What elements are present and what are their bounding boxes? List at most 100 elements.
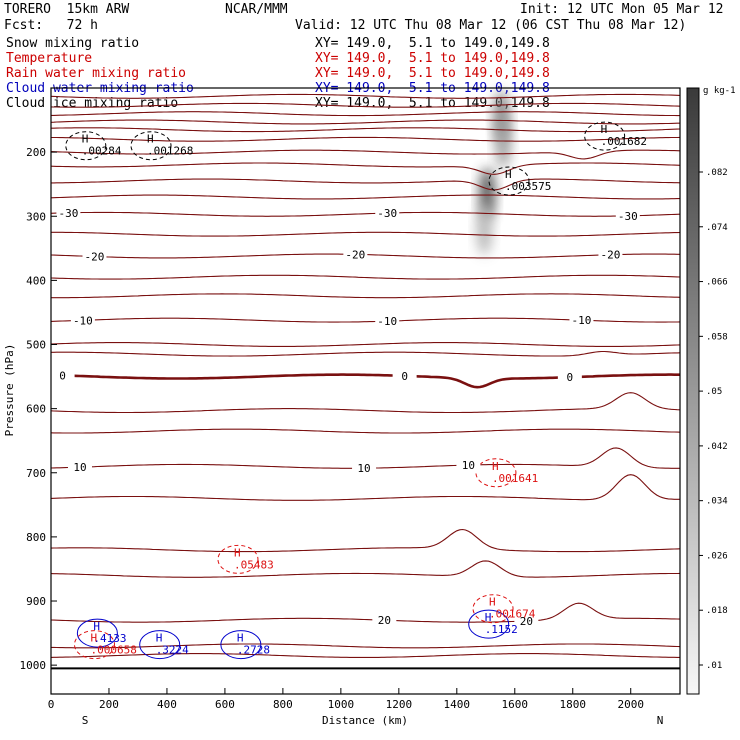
colorbar-label-4: .042 xyxy=(706,442,728,452)
contour-blue-6 xyxy=(76,618,118,648)
x-tick-label-1600: 1600 xyxy=(502,698,529,711)
isotherm-9 xyxy=(50,194,680,200)
colorbar-label-2: .026 xyxy=(706,551,728,561)
contour-blue-11 xyxy=(468,609,510,639)
high-value-2: .001682 xyxy=(601,135,647,148)
high-value-0: .00284 xyxy=(82,145,122,158)
forecast-hour: Fcst: 72 h xyxy=(4,18,98,33)
isotherm-8 xyxy=(51,178,681,191)
high-value-11: .1152 xyxy=(485,623,518,636)
high-value-6: .4133 xyxy=(93,632,126,645)
isotherm-3 xyxy=(50,119,680,125)
snow-blob-3 xyxy=(476,203,493,256)
isotherm-label--10: -10 xyxy=(572,314,592,327)
y-tick-label-800: 800 xyxy=(26,531,46,544)
x-tick-label-1400: 1400 xyxy=(444,698,471,711)
isotherm-label--10: -10 xyxy=(377,315,397,328)
y-tick-label-500: 500 xyxy=(26,339,46,352)
colorbar-label-7: .066 xyxy=(706,278,728,288)
isotherm-label-bg xyxy=(615,208,640,222)
isotherm-26 xyxy=(51,643,681,649)
x-tick-label-200: 200 xyxy=(99,698,119,711)
y-tick-label-300: 300 xyxy=(26,210,46,223)
colorbar-label-5: .05 xyxy=(706,387,722,397)
isotherm-2 xyxy=(51,111,680,117)
isotherm-18 xyxy=(50,373,680,389)
model-title: TORERO 15km ARW xyxy=(4,2,130,17)
isotherm-10 xyxy=(50,211,681,217)
isotherm-22 xyxy=(50,474,680,501)
isotherm-label--20: -20 xyxy=(600,249,620,262)
high-marker-7: H xyxy=(90,632,97,645)
high-value-7: .000658 xyxy=(90,644,136,657)
isotherm-17 xyxy=(51,350,681,357)
xy-range-snow: XY= 149.0, 5.1 to 149.0,149.8 xyxy=(315,36,550,51)
isotherm-27 xyxy=(50,653,680,658)
isotherm-label-0: 0 xyxy=(401,370,408,383)
contour-red-7 xyxy=(73,630,115,660)
contour-red-5 xyxy=(217,544,259,574)
high-marker-6: H xyxy=(93,620,100,633)
isotherm-label-bg xyxy=(456,458,481,472)
contour-black-0 xyxy=(65,131,107,161)
isotherm-11 xyxy=(51,231,681,237)
high-marker-3: H xyxy=(505,168,512,181)
y-tick-label-400: 400 xyxy=(26,274,46,287)
x-tick-label-1000: 1000 xyxy=(328,698,355,711)
isotherm-label-10: 10 xyxy=(73,461,86,474)
organization-label: NCAR/MMM xyxy=(225,2,288,17)
isotherm-7 xyxy=(50,162,681,175)
isotherm-label-20: 20 xyxy=(378,614,391,627)
high-value-5: .05483 xyxy=(234,558,274,571)
init-time: Init: 12 UTC Mon 05 Mar 12 xyxy=(520,2,724,17)
isotherm-23 xyxy=(50,528,681,553)
contour-black-2 xyxy=(584,121,626,151)
colorbar-gradient xyxy=(686,87,700,695)
x-tick-label-1800: 1800 xyxy=(560,698,587,711)
isotherm-label--20: -20 xyxy=(345,248,365,261)
x-tick-label-0: 0 xyxy=(48,698,55,711)
isotherm-25 xyxy=(50,602,681,623)
high-marker-2: H xyxy=(601,123,608,136)
isotherm-1 xyxy=(50,102,681,108)
isotherm-label--30: -30 xyxy=(377,207,397,220)
high-value-3: .003575 xyxy=(505,180,551,193)
isotherm-label-bg xyxy=(82,249,107,263)
isotherm-label-bg xyxy=(557,370,582,384)
hydrometeor-contours xyxy=(65,121,626,660)
isotherm-14 xyxy=(51,293,681,299)
high-marker-1: H xyxy=(147,133,154,146)
colorbar-label-8: .074 xyxy=(706,223,728,233)
colorbar: g kg-1 .01 .018 .026 .034 .042 .05 .058 .066 .07… xyxy=(686,86,736,695)
high-value-1: .001268 xyxy=(147,145,193,158)
y-tick-label-200: 200 xyxy=(26,146,46,159)
isotherm-label-bg xyxy=(372,613,397,627)
colorbar-label-0: .01 xyxy=(706,661,722,671)
isotherm-label-20: 20 xyxy=(520,615,533,628)
field-temperature-label: Temperature xyxy=(6,51,93,66)
isotherm-6 xyxy=(50,149,681,160)
high-value-9: .2728 xyxy=(237,644,270,657)
high-marker-10: H xyxy=(489,596,496,609)
high-value-10: .001674 xyxy=(489,608,536,621)
isotherm-label--20: -20 xyxy=(85,251,105,264)
isotherm-label-bg xyxy=(70,313,95,327)
y-tick-label-900: 900 xyxy=(26,595,46,608)
high-marker-5: H xyxy=(234,546,241,559)
isotherm-0 xyxy=(50,93,681,99)
axes: 0 200 400 600 800 1000 1200 1400 1600 1800 2000200… xyxy=(20,146,644,711)
isotherm-label-bg xyxy=(67,460,92,474)
isotherm-label-0: 0 xyxy=(567,371,574,384)
isotherm-24 xyxy=(50,560,681,578)
colorbar-label-3: .034 xyxy=(706,497,728,507)
endpoint-right: N xyxy=(657,714,664,727)
isotherm-label-10: 10 xyxy=(357,462,370,475)
x-axis-title: Distance (km) xyxy=(322,714,408,727)
colorbar-label-9: .082 xyxy=(706,168,728,178)
xy-range-temperature: XY= 149.0, 5.1 to 149.0,149.8 xyxy=(315,51,550,66)
isotherm-label-bg xyxy=(375,314,400,328)
isotherm-layer xyxy=(50,93,681,670)
y-tick-label-1000: 1000 xyxy=(20,659,47,672)
high-marker-8: H xyxy=(156,632,163,645)
